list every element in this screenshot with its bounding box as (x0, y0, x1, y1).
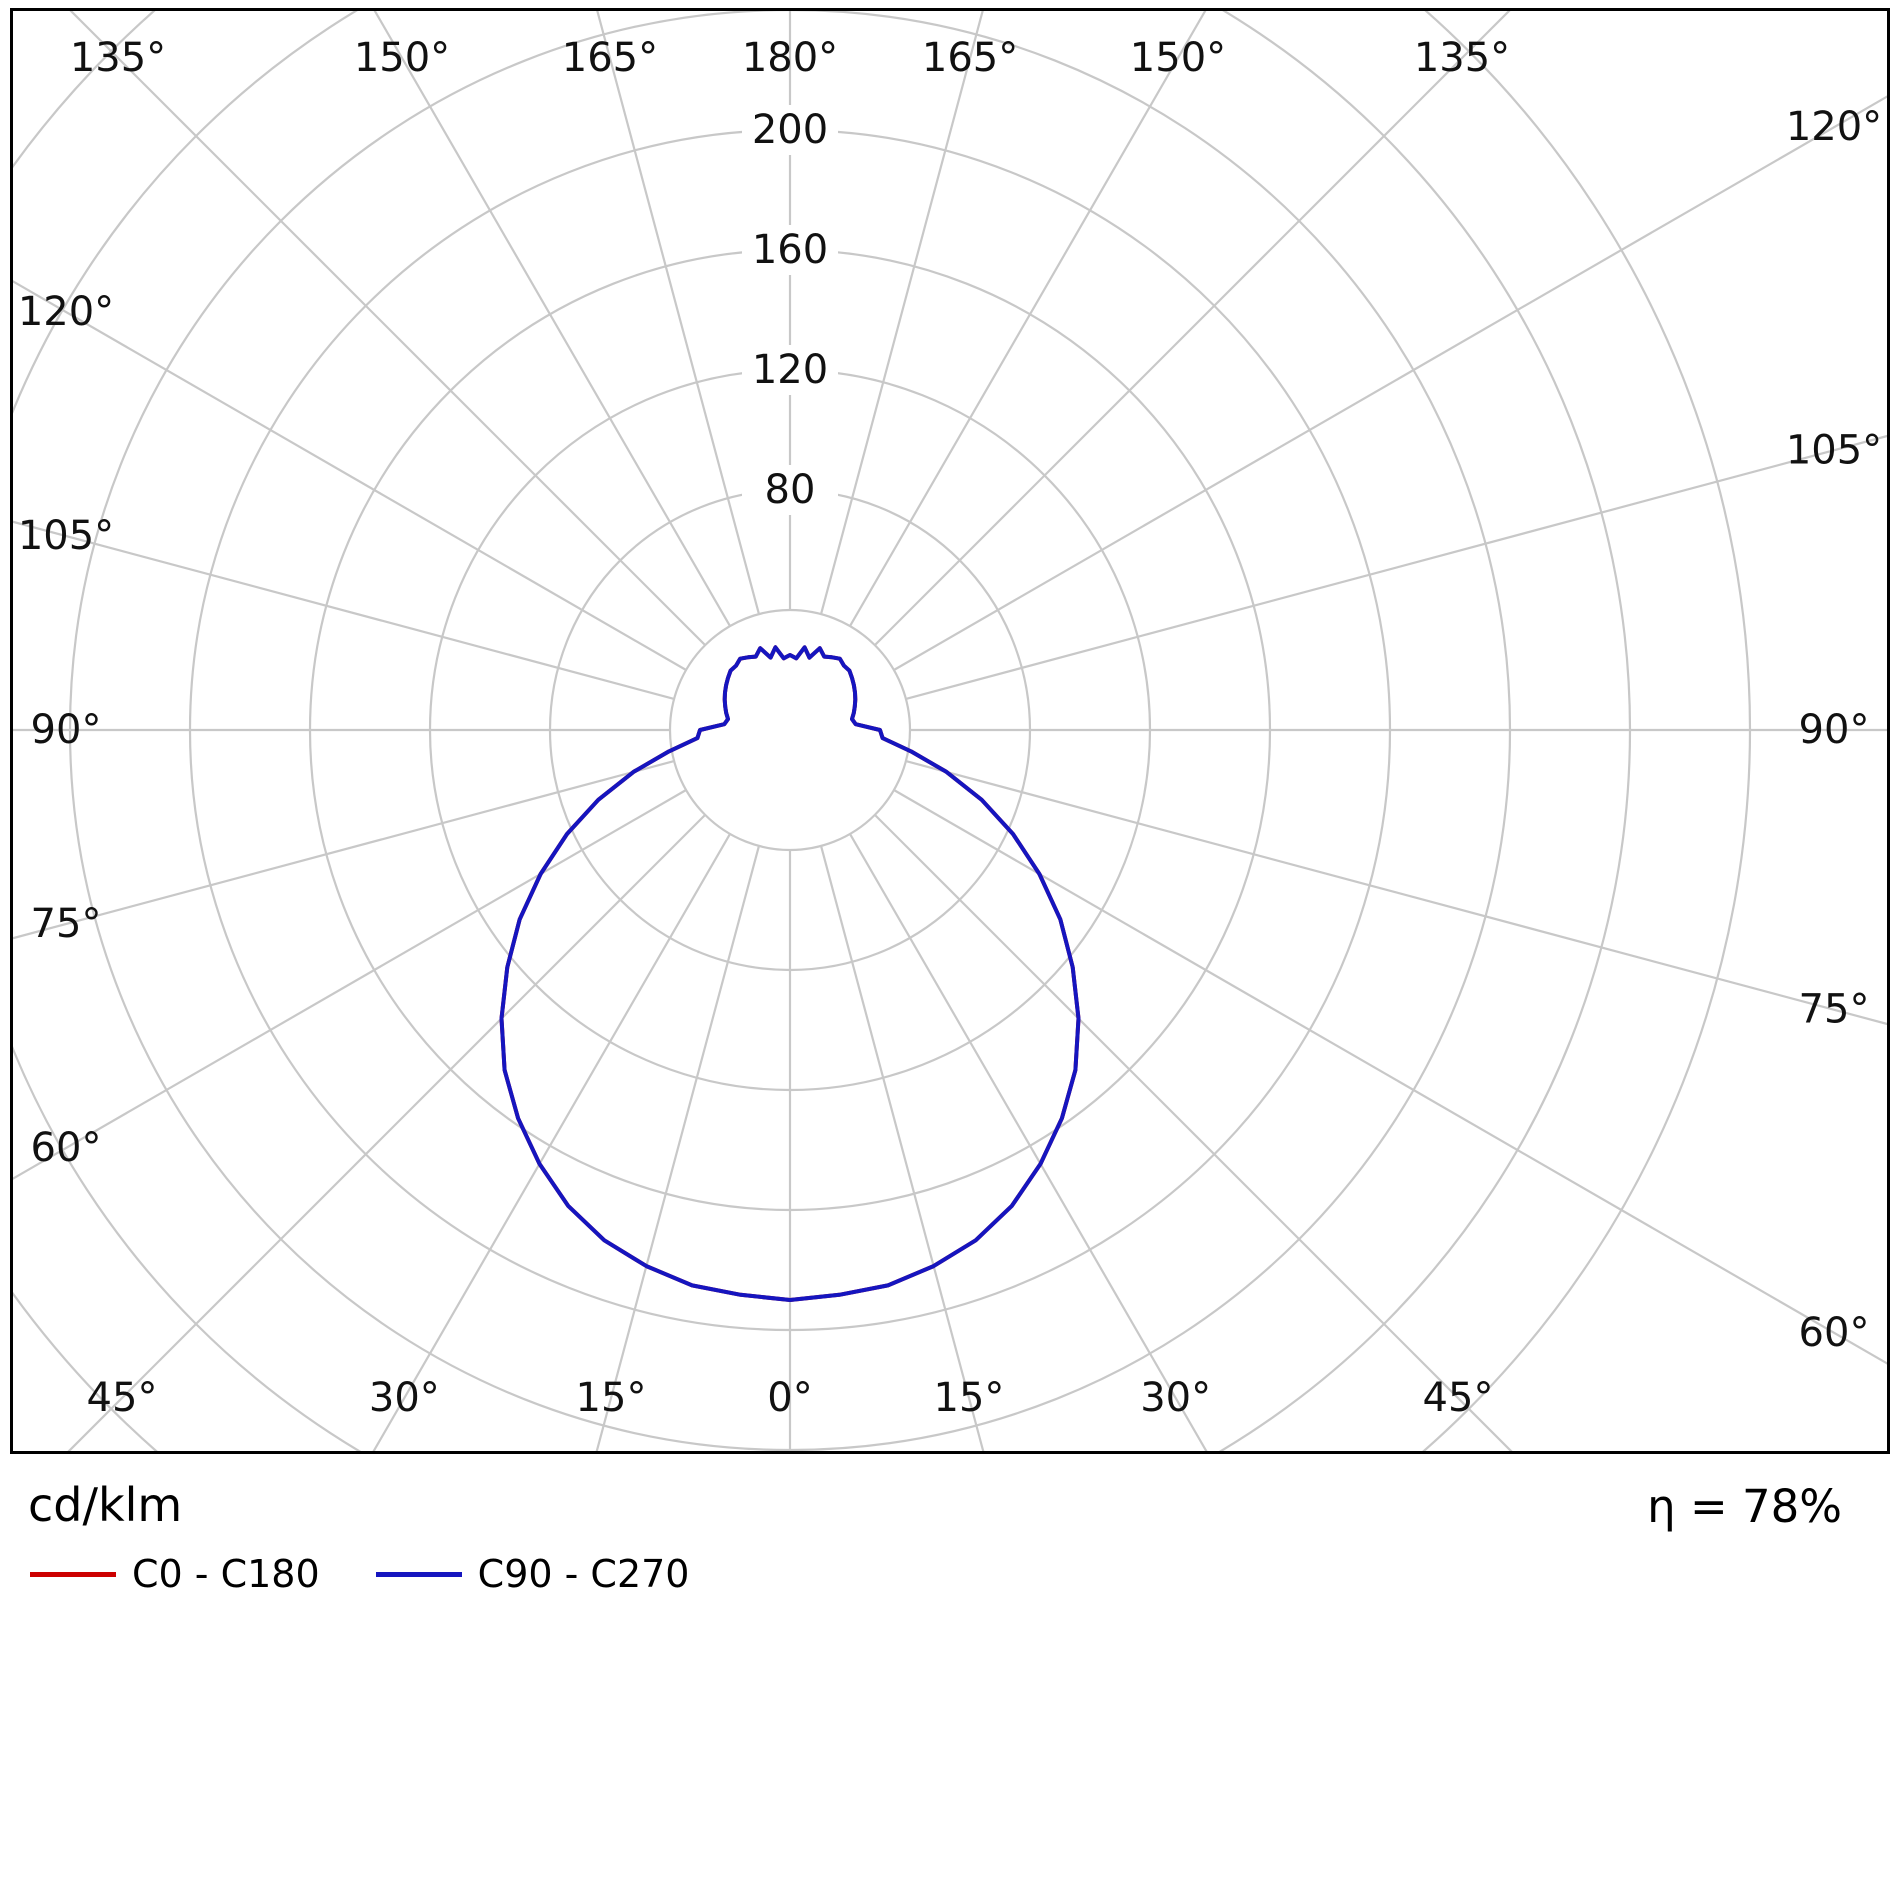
grid-circle (13, 11, 1751, 1451)
angle-label: 120° (18, 289, 114, 335)
grid-spoke (373, 11, 731, 627)
grid-spoke (13, 520, 675, 701)
grid-spoke (13, 280, 687, 671)
angle-label: 105° (18, 513, 114, 559)
grid-spoke (874, 11, 1511, 646)
curve-c90-c270 (499, 645, 1081, 1302)
angle-label: 45° (1423, 1375, 1494, 1421)
legend-label-c90: C90 - C270 (477, 1552, 690, 1596)
angle-label: 180° (742, 35, 838, 81)
legend-swatch-c90-icon (375, 1571, 462, 1577)
angle-label: 15° (934, 1375, 1005, 1421)
angle-label: 60° (31, 1125, 102, 1171)
radial-label-mask (742, 465, 838, 515)
legend-item-c90: C90 - C270 (375, 1552, 690, 1596)
angle-label: 150° (354, 35, 450, 81)
angle-label: 135° (1414, 35, 1510, 81)
unit-label: cd/klm (28, 1478, 183, 1532)
angle-label: 165° (922, 35, 1018, 81)
angle-label: 135° (70, 35, 166, 81)
grid-spoke (819, 845, 985, 1451)
angle-label: 165° (562, 35, 658, 81)
grid-spoke (905, 759, 1887, 1026)
grid-spoke (893, 789, 1887, 1365)
angle-label: 120° (1786, 104, 1882, 150)
angle-label: 30° (369, 1375, 440, 1421)
grid-spoke (67, 814, 706, 1451)
grid-spoke (819, 11, 984, 615)
legend-label-c0: C0 - C180 (132, 1552, 320, 1596)
radial-tick-label: 120 (752, 347, 828, 393)
grid-spoke (69, 11, 706, 646)
grid-spoke (849, 833, 1208, 1451)
angle-label: 90° (1799, 707, 1870, 753)
legend-item-c0: C0 - C180 (30, 1552, 320, 1596)
radial-label-mask (742, 345, 838, 395)
chart-frame (10, 8, 1890, 1454)
grid-spoke (596, 11, 761, 615)
grid-spoke (372, 833, 731, 1451)
legend-swatch-c0-icon (30, 1571, 116, 1577)
radial-label-mask (742, 225, 838, 275)
radial-tick-label: 80 (765, 467, 816, 513)
angle-label: 30° (1140, 1375, 1211, 1421)
radial-label-mask (742, 105, 838, 155)
grid-spoke (893, 95, 1887, 671)
angle-label: 90° (31, 707, 102, 753)
radial-tick-label: 160 (752, 227, 828, 273)
legend: C0 - C180 C90 - C270 (30, 1552, 689, 1596)
efficiency-label: η = 78% (1647, 1480, 1842, 1533)
grid-spoke (874, 814, 1513, 1451)
angle-label: 75° (31, 901, 102, 947)
angle-label: 0° (767, 1375, 812, 1421)
grid-spoke (13, 789, 687, 1180)
angle-label: 45° (87, 1375, 158, 1421)
grid-spoke (905, 434, 1887, 701)
angle-label: 105° (1786, 427, 1882, 473)
grid-spoke (595, 845, 761, 1451)
angle-label: 60° (1799, 1310, 1870, 1356)
angle-label: 150° (1130, 35, 1226, 81)
angle-label: 75° (1799, 987, 1870, 1033)
grid-spoke (849, 11, 1207, 627)
radial-tick-label: 200 (752, 107, 828, 153)
angle-label: 15° (576, 1375, 647, 1421)
grid-spoke (13, 759, 675, 940)
